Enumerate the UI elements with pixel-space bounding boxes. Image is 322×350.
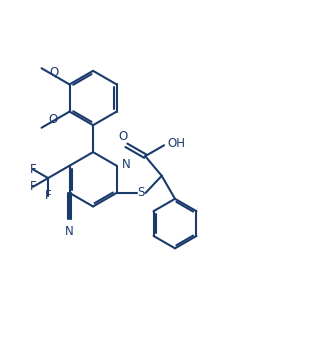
Text: N: N	[121, 158, 130, 171]
Text: O: O	[50, 66, 59, 79]
Text: O: O	[118, 130, 128, 143]
Text: F: F	[30, 163, 36, 176]
Text: F: F	[30, 180, 36, 193]
Text: S: S	[138, 187, 145, 199]
Text: F: F	[45, 189, 52, 202]
Text: OH: OH	[167, 137, 185, 150]
Text: O: O	[48, 113, 58, 126]
Text: N: N	[65, 225, 74, 238]
